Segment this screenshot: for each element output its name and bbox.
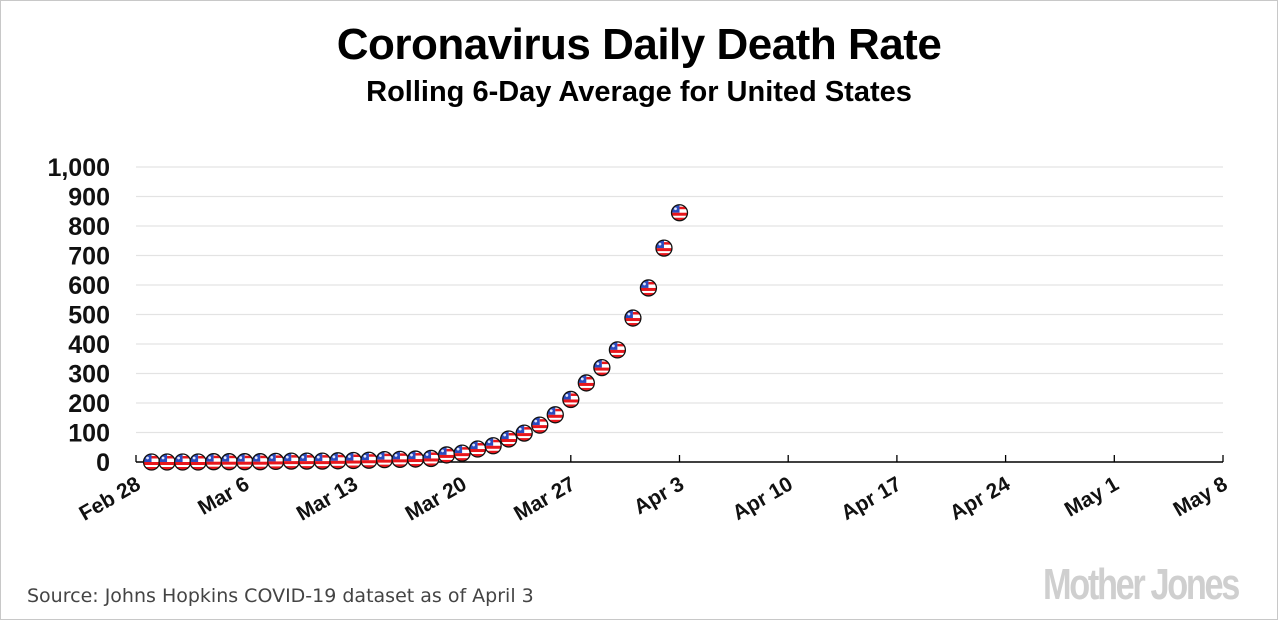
data-point bbox=[144, 454, 160, 470]
y-tick-label: 200 bbox=[68, 390, 110, 418]
data-point bbox=[408, 451, 424, 467]
y-tick-label: 600 bbox=[68, 272, 110, 300]
data-point bbox=[470, 441, 486, 457]
data-point bbox=[609, 342, 625, 358]
chart-title: Coronavirus Daily Death Rate bbox=[336, 20, 942, 69]
data-point bbox=[625, 310, 641, 326]
data-point bbox=[252, 454, 268, 470]
mother-jones-logo: Mother Jones bbox=[1042, 560, 1240, 609]
x-tick-label: May 8 bbox=[1169, 472, 1231, 521]
data-point bbox=[485, 438, 501, 454]
data-points bbox=[144, 205, 688, 470]
x-tick-label: Mar 20 bbox=[401, 472, 470, 525]
data-point bbox=[283, 453, 299, 469]
data-point bbox=[578, 375, 594, 391]
data-point bbox=[392, 451, 408, 467]
x-tick-label: Apr 3 bbox=[630, 472, 688, 519]
data-point bbox=[206, 454, 222, 470]
data-point bbox=[175, 454, 191, 470]
data-point bbox=[439, 447, 455, 463]
y-tick-label: 900 bbox=[68, 184, 110, 212]
data-point bbox=[501, 431, 517, 447]
data-point bbox=[423, 450, 439, 466]
y-tick-label: 500 bbox=[68, 302, 110, 330]
gridlines bbox=[136, 166, 1223, 434]
chart-subtitle: Rolling 6-Day Average for United States bbox=[366, 76, 912, 108]
data-point bbox=[376, 452, 392, 468]
data-point bbox=[547, 407, 563, 423]
x-tick-label: Mar 6 bbox=[194, 472, 253, 519]
data-point bbox=[361, 452, 377, 468]
data-point bbox=[516, 425, 532, 441]
y-tick-label: 100 bbox=[68, 420, 110, 448]
data-point bbox=[454, 445, 470, 461]
data-point bbox=[314, 453, 330, 469]
data-point bbox=[299, 453, 315, 469]
x-tick-label: Apr 10 bbox=[729, 472, 797, 525]
source-note: Source: Johns Hopkins COVID-19 dataset a… bbox=[27, 585, 534, 607]
y-tick-label: 0 bbox=[96, 449, 110, 477]
data-point bbox=[532, 417, 548, 433]
x-tick-label: Apr 24 bbox=[946, 472, 1014, 525]
x-tick-label: Feb 28 bbox=[75, 472, 144, 525]
x-tick-label: May 1 bbox=[1061, 472, 1123, 521]
y-tick-label: 400 bbox=[68, 331, 110, 359]
data-point bbox=[268, 453, 284, 469]
data-point bbox=[672, 205, 688, 221]
x-tick-label: Apr 17 bbox=[837, 472, 905, 525]
y-tick-label: 300 bbox=[68, 361, 110, 389]
data-point bbox=[237, 454, 253, 470]
data-point bbox=[640, 280, 656, 296]
x-tick-label: Mar 27 bbox=[510, 472, 579, 525]
data-point bbox=[221, 454, 237, 470]
data-point bbox=[190, 454, 206, 470]
data-point bbox=[345, 453, 361, 469]
data-point bbox=[563, 391, 579, 407]
x-tick-label: Mar 13 bbox=[293, 472, 362, 525]
data-point bbox=[159, 454, 175, 470]
y-tick-label: 1,000 bbox=[47, 154, 110, 182]
data-point bbox=[594, 360, 610, 376]
y-tick-label: 800 bbox=[68, 213, 110, 241]
data-point bbox=[330, 453, 346, 469]
y-tick-label: 700 bbox=[68, 243, 110, 271]
data-point bbox=[656, 240, 672, 256]
